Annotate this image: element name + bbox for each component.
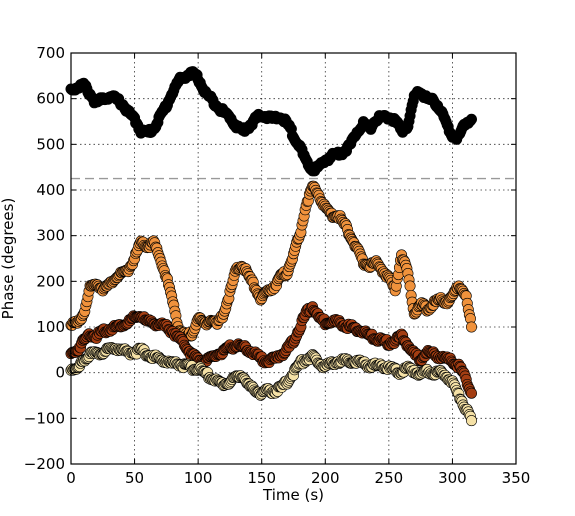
series-0 [65,66,477,177]
y-tick-label: −200 [24,455,65,473]
y-tick-label: 600 [36,90,65,108]
x-tick-label: 0 [66,469,76,487]
x-tick-label: 300 [438,469,467,487]
x-axis-label: Time (s) [262,486,324,504]
plot-frame [70,52,517,465]
y-tick-label: 100 [36,318,65,336]
data-point [404,280,416,292]
y-tick-label: 0 [55,364,65,382]
y-tick-label: 700 [36,44,65,62]
data-point [465,387,477,399]
y-tick-label: 400 [36,181,65,199]
y-tick-label: 200 [36,272,65,290]
data-point [465,321,477,333]
x-tick-label: 50 [125,469,144,487]
data-point [465,415,477,427]
x-tick-labels: 0 50 100 150 200 250 300 350 [66,469,530,487]
y-tick-label: 300 [36,227,65,245]
series-2 [65,301,477,399]
data-points [65,66,477,427]
x-tick-label: 100 [184,469,213,487]
x-tick-label: 350 [502,469,531,487]
y-tick-label: −100 [24,409,65,427]
x-tick-label: 250 [375,469,404,487]
y-tick-label: 500 [36,135,65,153]
series-1 [65,180,477,342]
axis-ticks [70,52,517,465]
y-axis-label: Phase (degrees) [0,198,17,320]
x-tick-label: 150 [247,469,276,487]
data-point [465,113,477,125]
x-tick-label: 200 [311,469,340,487]
y-tick-labels: −200 −100 0 100 200 300 400 500 600 700 [24,44,65,473]
series-3 [65,342,477,427]
